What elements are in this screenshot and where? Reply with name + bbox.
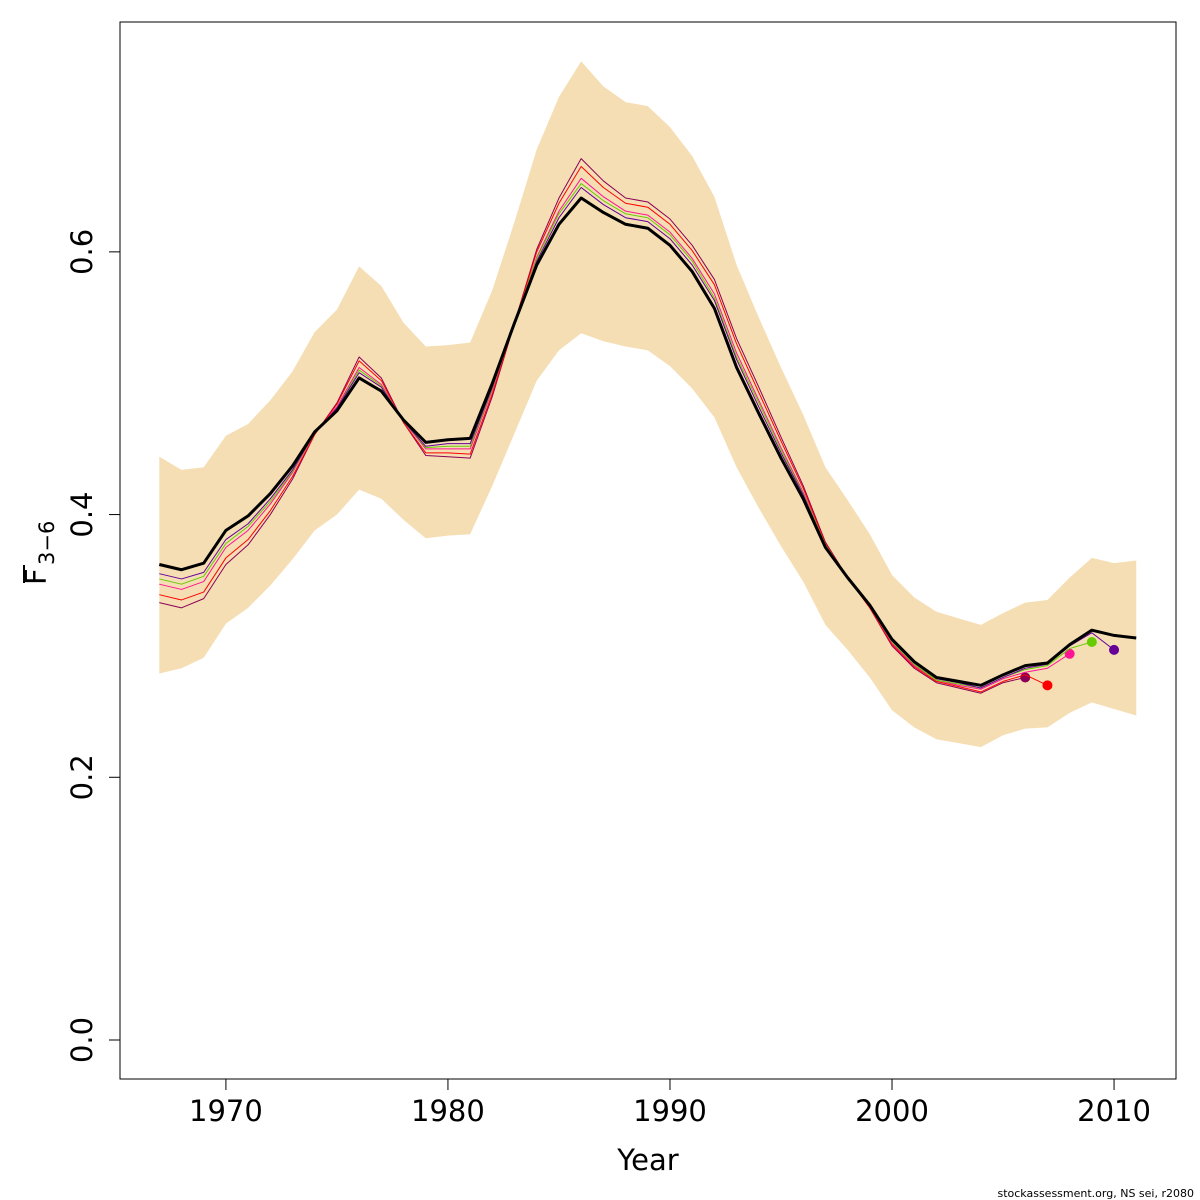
y-axis-label-sub: 3−6 — [35, 521, 59, 565]
y-axis-label: F 3−6 — [19, 521, 59, 585]
series-end-point — [1042, 680, 1053, 691]
confidence-band — [159, 61, 1137, 748]
series-line — [159, 165, 1048, 693]
series-line — [158, 196, 1137, 687]
x-tick-label: 1970 — [189, 1094, 263, 1128]
y-tick-label: 0.0 — [65, 1017, 99, 1063]
x-axis-label: Year — [616, 1143, 678, 1177]
series-end-point — [1064, 648, 1075, 659]
x-tick-label: 1990 — [633, 1094, 707, 1128]
x-tick-label: 2000 — [855, 1094, 929, 1128]
series-end-point — [1109, 644, 1120, 655]
x-tick-label: 2010 — [1077, 1094, 1151, 1128]
y-tick-label: 0.4 — [65, 492, 99, 538]
y-tick-label: 0.2 — [65, 754, 99, 800]
x-tick-label: 1980 — [411, 1094, 485, 1128]
footer: stockassessment.org, NS sei, r2080 — [997, 1187, 1194, 1200]
y-tick-label: 0.6 — [65, 229, 99, 275]
y-axis-label-main: F — [19, 568, 53, 585]
series-end-point — [1086, 636, 1097, 647]
series-end-point — [1020, 672, 1031, 683]
